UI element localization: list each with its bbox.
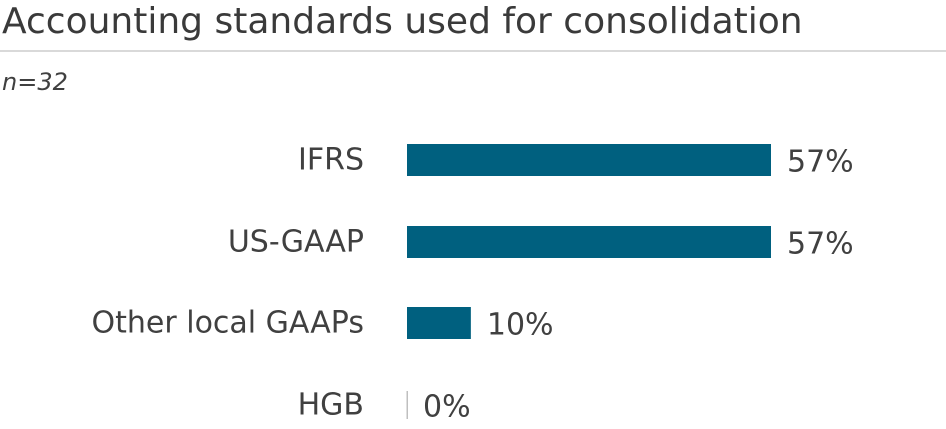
title-divider — [0, 50, 946, 52]
sample-size-note: n=32 — [2, 68, 68, 96]
chart-title: Accounting standards used for consolidat… — [2, 1, 803, 42]
category-label: HGB — [298, 388, 364, 423]
category-label: IFRS — [298, 143, 364, 178]
bar — [407, 144, 771, 176]
value-label: 57% — [787, 145, 854, 180]
value-label: 0% — [423, 390, 471, 425]
value-label: 57% — [787, 227, 854, 262]
category-label: US-GAAP — [228, 225, 364, 260]
bar — [407, 307, 471, 339]
value-label: 10% — [487, 308, 554, 343]
bar — [406, 391, 408, 419]
bar — [407, 226, 771, 258]
category-label: Other local GAAPs — [92, 306, 364, 341]
